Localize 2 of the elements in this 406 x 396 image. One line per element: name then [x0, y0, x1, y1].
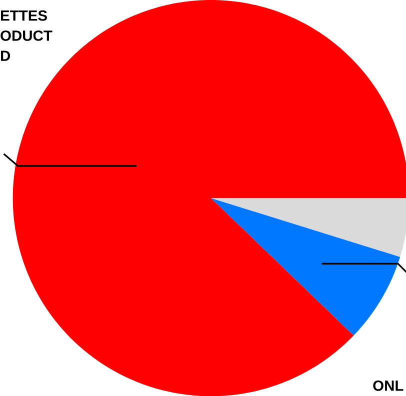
slice-label: ONL — [373, 380, 404, 391]
slice-label: ETTES ODUCT D — [0, 10, 52, 61]
